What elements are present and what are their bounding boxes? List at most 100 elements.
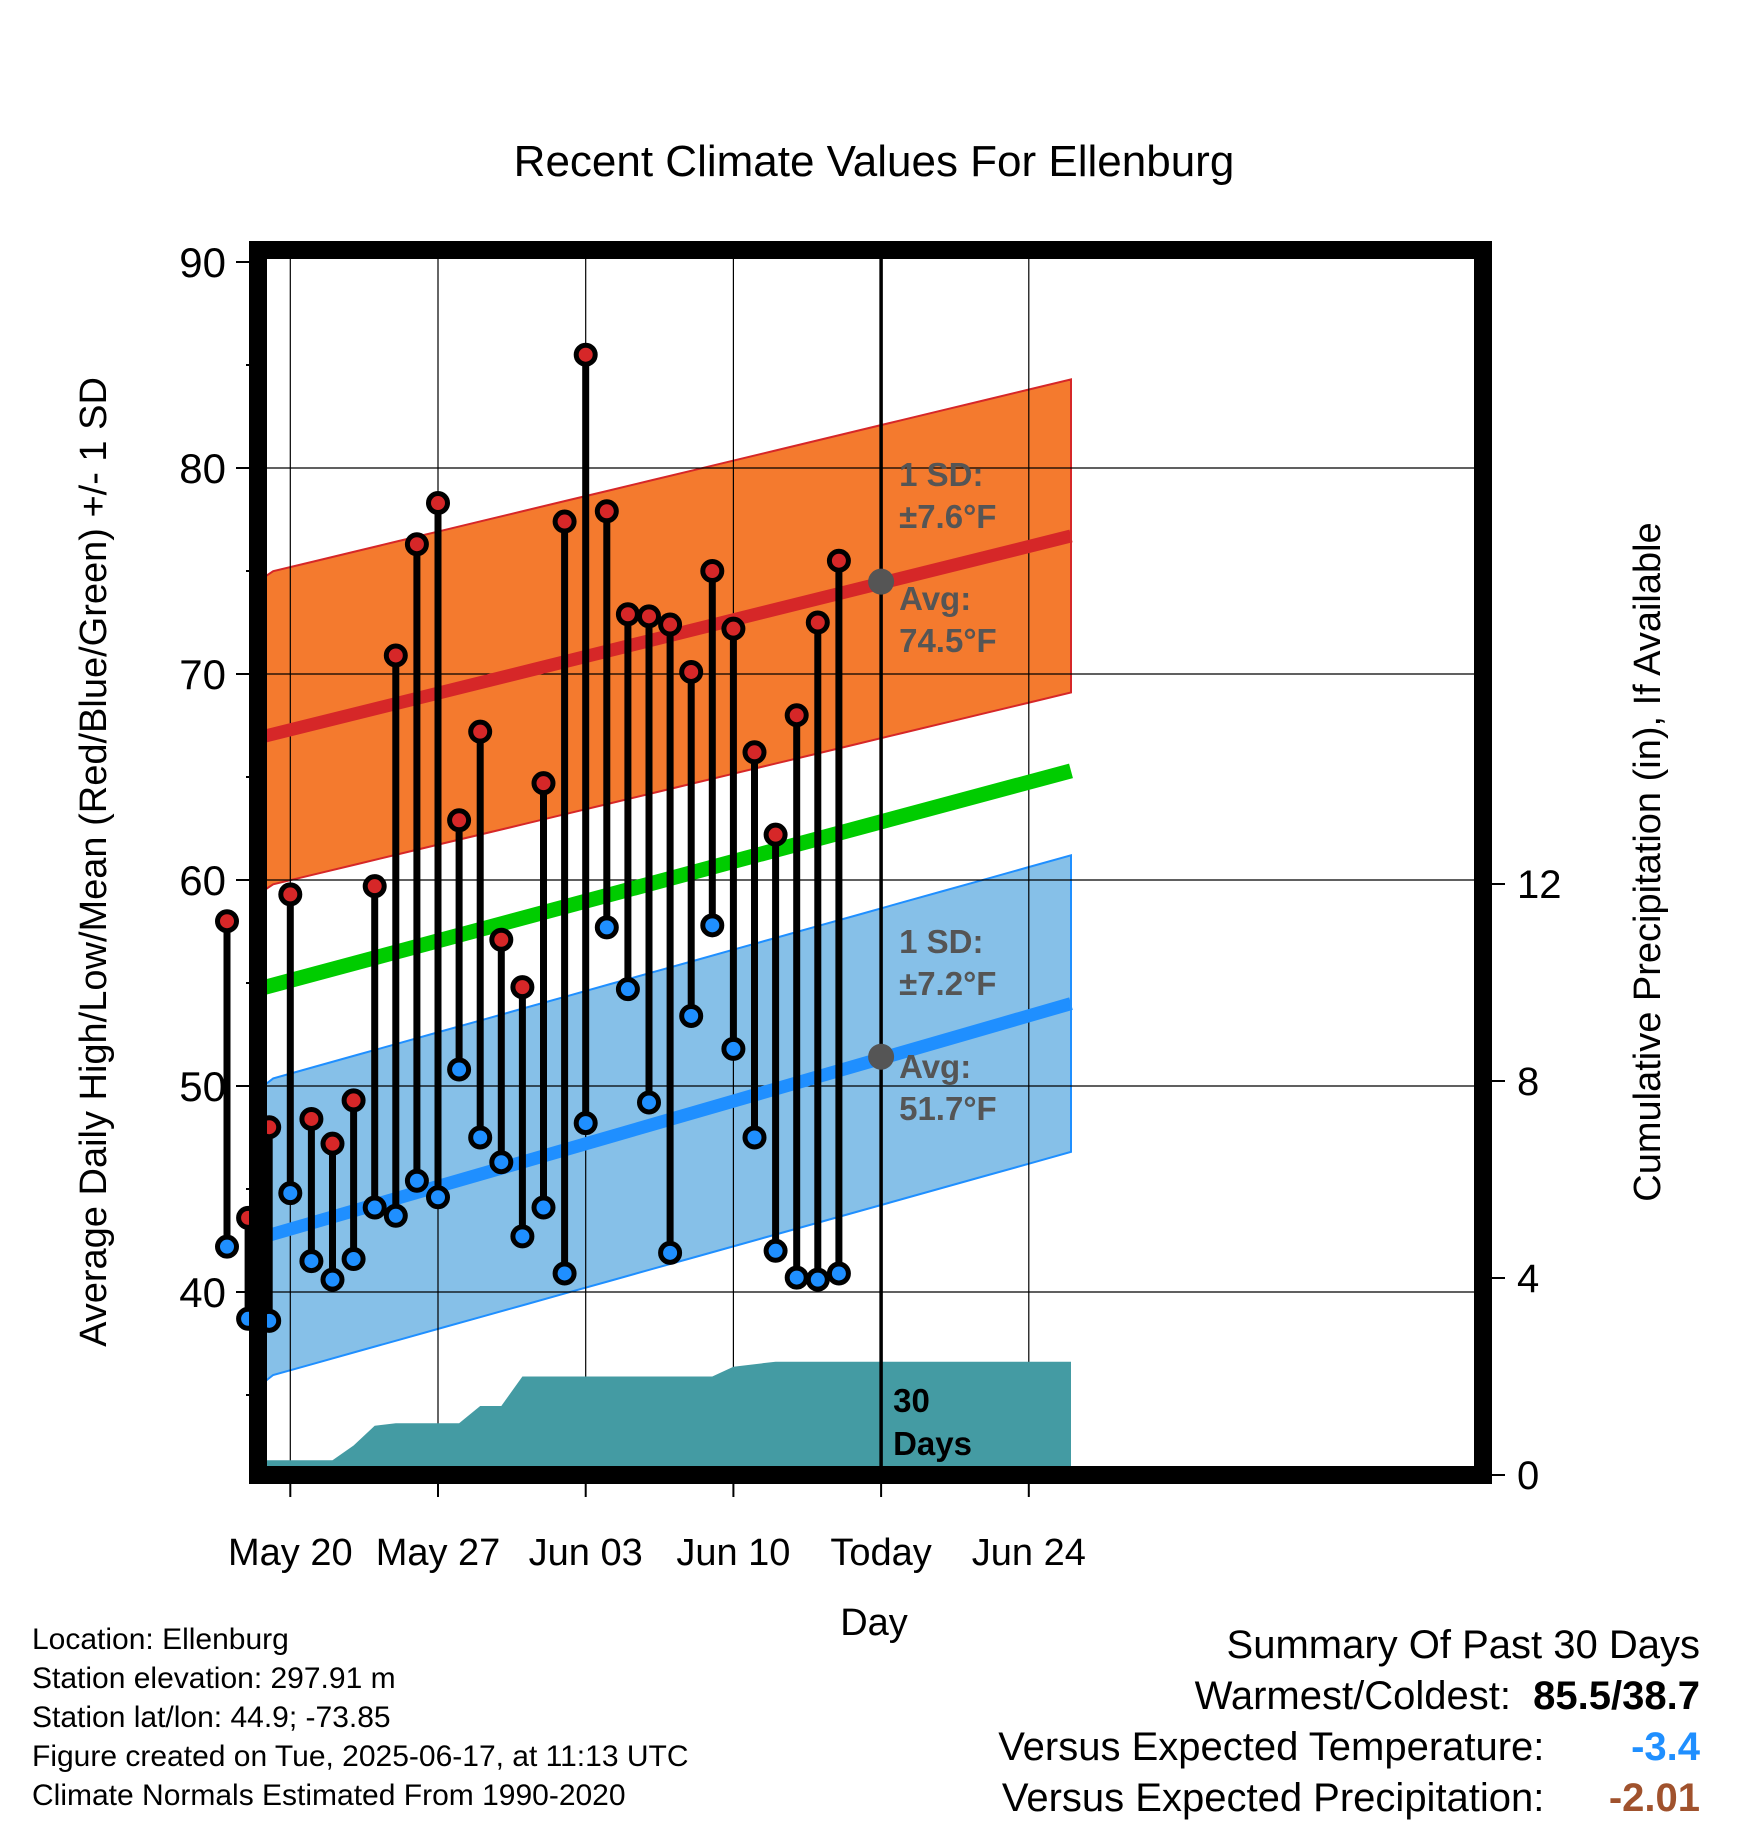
high-avg-value: 74.5°F <box>899 622 997 659</box>
warm-cold-label: Warmest/Coldest: <box>1194 1674 1511 1718</box>
ytick-label-5: 40 <box>179 1269 226 1316</box>
low-point-17 <box>573 1111 598 1136</box>
high-point-12 <box>468 719 493 744</box>
warm-cold-value: 85.5/38.7 <box>1533 1674 1700 1718</box>
ytick-label-2: 70 <box>179 651 226 698</box>
xtick-label-2: Jun 03 <box>529 1532 643 1574</box>
high-point-21 <box>658 612 683 637</box>
y2tick-label-0: 12 <box>1517 863 1562 907</box>
y2tick-label-3: 0 <box>1517 1454 1539 1498</box>
high-point-10 <box>426 491 450 516</box>
high-point-22 <box>679 659 704 684</box>
low-point-7 <box>362 1195 387 1220</box>
low-point-13 <box>489 1150 514 1175</box>
low-point-11 <box>447 1057 472 1082</box>
precip-days-label-1: 30 <box>893 1382 930 1419</box>
precip-days-label-2: Days <box>893 1425 972 1462</box>
y2tick-label-1: 8 <box>1517 1060 1539 1104</box>
precip-anomaly-value: -2.01 <box>1608 1776 1700 1820</box>
low-point-20 <box>637 1090 661 1115</box>
low-point-21 <box>658 1240 683 1265</box>
high-point-8 <box>383 643 408 668</box>
high-point-24 <box>721 616 746 641</box>
low-point-23 <box>700 913 725 938</box>
high-point-5 <box>320 1131 345 1156</box>
temp-anomaly-label: Versus Expected Temperature: <box>998 1725 1545 1769</box>
low-point-22 <box>679 1003 704 1028</box>
high-point-20 <box>637 604 661 629</box>
high-avg-label: Avg: <box>899 580 971 617</box>
low-avg-value: 51.7°F <box>899 1090 997 1127</box>
high-point-27 <box>784 703 809 728</box>
low-point-25 <box>742 1125 767 1150</box>
plot-border <box>249 241 1492 1484</box>
low-point-29 <box>826 1261 851 1286</box>
high-sd-value: ±7.6°F <box>899 498 996 535</box>
ytick-label-3: 60 <box>179 857 226 904</box>
high-point-0 <box>215 909 239 934</box>
low-sd-value: ±7.2°F <box>899 965 996 1002</box>
low-point-12 <box>468 1125 493 1150</box>
high-point-6 <box>341 1088 366 1113</box>
low-point-6 <box>341 1247 366 1272</box>
precip-anomaly-row: Versus Expected Precipitation: -2.01 <box>998 1773 1700 1824</box>
high-point-25 <box>742 740 767 765</box>
high-point-23 <box>700 559 725 583</box>
low-point-15 <box>531 1195 556 1220</box>
high-point-28 <box>805 610 830 635</box>
high-avg-marker <box>868 568 895 595</box>
ytick-label-1: 80 <box>179 445 226 492</box>
plot-frame <box>249 241 1492 1484</box>
low-avg-label: Avg: <box>899 1048 971 1085</box>
xtick-label-4: Today <box>830 1532 931 1574</box>
temp-anomaly-row: Versus Expected Temperature: -3.4 <box>998 1722 1700 1773</box>
latlon-text: Station lat/lon: 44.9; -73.85 <box>32 1701 391 1734</box>
high-point-16 <box>552 509 577 534</box>
station-info: Location: Ellenburg Station elevation: 2… <box>32 1620 689 1815</box>
xtick-label-3: Jun 10 <box>676 1532 790 1574</box>
high-point-14 <box>510 975 535 1000</box>
normals-text: Climate Normals Estimated From 1990-2020 <box>32 1779 626 1812</box>
low-point-0 <box>215 1234 239 1259</box>
ytick-label-0: 90 <box>179 239 226 286</box>
y2tick-label-2: 4 <box>1517 1257 1539 1301</box>
high-point-11 <box>447 808 472 833</box>
elevation-text: Station elevation: 297.91 m <box>32 1662 396 1695</box>
warm-cold-row: Warmest/Coldest: 85.5/38.7 <box>998 1671 1700 1722</box>
high-point-29 <box>826 548 851 573</box>
high-point-13 <box>489 927 514 952</box>
low-point-16 <box>552 1261 577 1286</box>
high-point-26 <box>763 822 788 847</box>
xtick-label-1: May 27 <box>376 1532 501 1574</box>
x-axis-label: Day <box>840 1602 908 1644</box>
chart-title: Recent Climate Values For Ellenburg <box>514 137 1235 186</box>
high-point-7 <box>362 874 387 899</box>
low-point-8 <box>383 1203 408 1228</box>
daily-range-bars <box>215 342 851 1333</box>
precip-anomaly-label: Versus Expected Precipitation: <box>1001 1776 1545 1820</box>
low-point-9 <box>404 1168 429 1193</box>
low-point-14 <box>510 1224 535 1249</box>
low-sd-label: 1 SD: <box>899 923 983 960</box>
low-point-24 <box>721 1036 746 1061</box>
high-point-3 <box>278 882 303 907</box>
temp-anomaly-value: -3.4 <box>1631 1725 1700 1769</box>
high-point-15 <box>531 771 556 796</box>
low-point-27 <box>784 1265 809 1290</box>
high-point-19 <box>615 602 640 627</box>
high-point-17 <box>573 342 598 367</box>
precip-cumulative-area <box>258 1361 1071 1475</box>
low-point-28 <box>805 1267 830 1292</box>
low-point-5 <box>320 1267 345 1292</box>
low-point-3 <box>278 1181 303 1206</box>
y-axis-label: Average Daily High/Low/Mean (Red/Blue/Gr… <box>73 377 115 1347</box>
low-point-4 <box>299 1249 324 1274</box>
xtick-label-0: May 20 <box>228 1532 353 1574</box>
y2-axis-label: Cumulative Precipitation (in), If Availa… <box>1627 522 1669 1201</box>
high-sd-label: 1 SD: <box>899 456 983 493</box>
ytick-label-4: 50 <box>179 1063 226 1110</box>
precip-area <box>258 1361 1071 1475</box>
low-point-10 <box>426 1185 450 1210</box>
